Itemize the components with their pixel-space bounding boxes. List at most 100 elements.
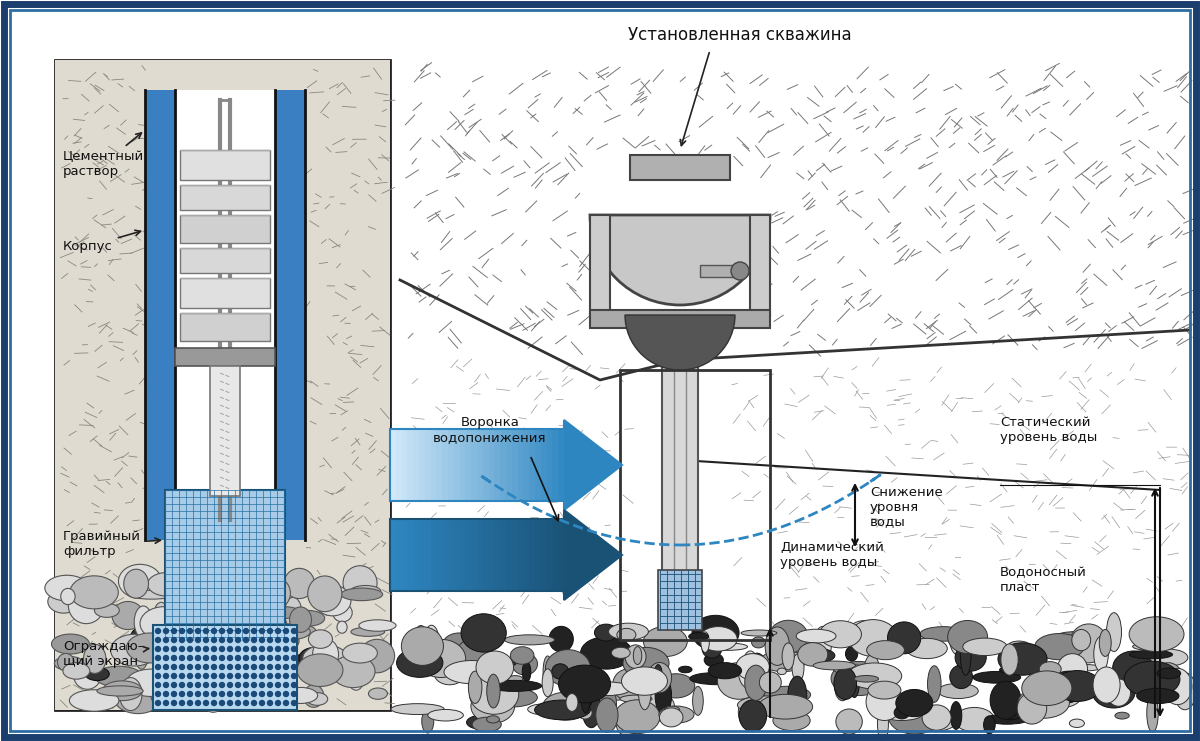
Ellipse shape: [288, 655, 317, 668]
Ellipse shape: [233, 657, 259, 691]
Ellipse shape: [948, 620, 988, 654]
Ellipse shape: [233, 602, 264, 628]
Circle shape: [283, 665, 288, 670]
Ellipse shape: [847, 663, 901, 689]
Ellipse shape: [258, 678, 289, 687]
Ellipse shape: [180, 574, 199, 604]
Ellipse shape: [1055, 678, 1092, 692]
Circle shape: [235, 691, 240, 697]
Ellipse shape: [1124, 661, 1180, 697]
Ellipse shape: [835, 673, 851, 701]
Ellipse shape: [196, 624, 216, 657]
Ellipse shape: [665, 706, 679, 714]
Circle shape: [156, 700, 161, 705]
Circle shape: [204, 665, 209, 670]
Circle shape: [252, 700, 257, 705]
Ellipse shape: [1153, 662, 1184, 700]
Ellipse shape: [1106, 613, 1122, 651]
Bar: [419, 429, 425, 501]
Ellipse shape: [764, 686, 811, 703]
Circle shape: [220, 628, 224, 634]
Circle shape: [252, 656, 257, 660]
Ellipse shape: [1129, 617, 1184, 651]
Ellipse shape: [950, 702, 961, 729]
Ellipse shape: [1093, 667, 1120, 703]
Ellipse shape: [738, 696, 793, 714]
Circle shape: [268, 656, 272, 660]
Bar: [620, 370, 770, 640]
Ellipse shape: [542, 669, 553, 697]
Ellipse shape: [613, 669, 644, 700]
Ellipse shape: [350, 585, 380, 597]
Ellipse shape: [689, 633, 708, 640]
Circle shape: [244, 682, 248, 688]
Circle shape: [204, 682, 209, 688]
Circle shape: [211, 682, 216, 688]
Ellipse shape: [1133, 643, 1164, 650]
Ellipse shape: [1054, 671, 1102, 702]
Circle shape: [268, 674, 272, 679]
Ellipse shape: [833, 665, 868, 674]
Ellipse shape: [1099, 629, 1111, 657]
Circle shape: [268, 665, 272, 670]
Circle shape: [252, 674, 257, 679]
Circle shape: [196, 682, 200, 688]
Circle shape: [244, 628, 248, 634]
Ellipse shape: [184, 680, 206, 707]
Ellipse shape: [461, 614, 506, 652]
Ellipse shape: [264, 567, 284, 596]
Bar: [552, 429, 558, 501]
Text: Воронка
водопонижения: Воронка водопонижения: [433, 416, 547, 444]
Text: Корпус: Корпус: [64, 230, 140, 253]
Circle shape: [211, 646, 216, 651]
Circle shape: [268, 637, 272, 642]
Circle shape: [196, 637, 200, 642]
Bar: [425, 429, 431, 501]
Ellipse shape: [180, 638, 220, 668]
Circle shape: [268, 682, 272, 688]
Ellipse shape: [150, 675, 167, 705]
Wedge shape: [590, 215, 770, 305]
Ellipse shape: [62, 662, 90, 679]
Circle shape: [196, 656, 200, 660]
Ellipse shape: [748, 653, 767, 682]
Ellipse shape: [962, 638, 1007, 656]
Ellipse shape: [782, 643, 794, 670]
Ellipse shape: [192, 597, 222, 631]
Ellipse shape: [314, 585, 350, 616]
Bar: [180, 150, 270, 180]
Ellipse shape: [95, 666, 143, 687]
Ellipse shape: [259, 653, 296, 671]
Ellipse shape: [614, 700, 660, 734]
Circle shape: [187, 656, 192, 660]
Circle shape: [259, 637, 264, 642]
Circle shape: [228, 646, 233, 651]
Ellipse shape: [990, 681, 1021, 720]
Ellipse shape: [542, 692, 589, 720]
Ellipse shape: [1147, 694, 1158, 732]
Bar: [390, 519, 396, 591]
Circle shape: [187, 637, 192, 642]
Ellipse shape: [1039, 662, 1061, 677]
Ellipse shape: [889, 701, 941, 734]
Ellipse shape: [391, 704, 444, 714]
Bar: [558, 519, 564, 591]
Ellipse shape: [424, 625, 439, 659]
Ellipse shape: [1067, 672, 1096, 698]
Ellipse shape: [848, 619, 898, 657]
Circle shape: [252, 628, 257, 634]
Text: Гравийный
фильтр: Гравийный фильтр: [64, 530, 161, 558]
Ellipse shape: [256, 620, 296, 647]
Ellipse shape: [846, 647, 858, 661]
Circle shape: [156, 646, 161, 651]
Bar: [488, 519, 494, 591]
Bar: [145, 90, 175, 540]
Ellipse shape: [470, 689, 515, 723]
Ellipse shape: [820, 621, 862, 648]
Circle shape: [204, 628, 209, 634]
Circle shape: [259, 691, 264, 697]
Ellipse shape: [359, 619, 396, 631]
Text: Снижение
уровня
воды: Снижение уровня воды: [870, 485, 943, 528]
Ellipse shape: [1046, 674, 1084, 707]
Ellipse shape: [692, 686, 703, 715]
